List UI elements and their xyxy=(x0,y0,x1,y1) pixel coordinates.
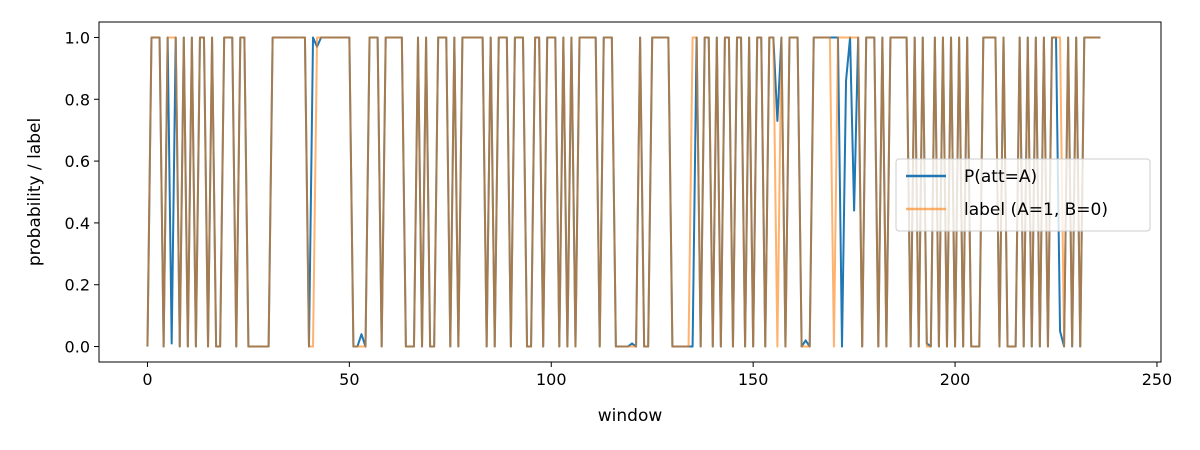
y-tick-label: 0.4 xyxy=(65,214,90,233)
x-tick-label: 200 xyxy=(940,370,971,389)
legend-box xyxy=(895,158,1151,232)
y-tick-label: 0.0 xyxy=(65,338,90,357)
legend-label-label: label (A=1, B=0) xyxy=(964,200,1108,220)
x-tick-label: 100 xyxy=(536,370,567,389)
x-axis: 0 50 100 150 200 250 xyxy=(142,362,1172,389)
plot-frame xyxy=(98,21,1162,363)
x-tick-label: 250 xyxy=(1142,370,1173,389)
y-axis: 0.0 0.2 0.4 0.6 0.8 1.0 xyxy=(65,28,99,357)
legend: P(att=A) label (A=1, B=0) xyxy=(895,158,1151,232)
y-tick-label: 0.8 xyxy=(65,90,90,109)
x-tick-label: 50 xyxy=(339,370,359,389)
y-tick-label: 0.2 xyxy=(65,276,90,295)
legend-label-probability: P(att=A) xyxy=(964,167,1037,187)
x-tick-label: 0 xyxy=(142,370,152,389)
x-tick-label: 150 xyxy=(738,370,769,389)
series-layer xyxy=(146,36,1101,348)
y-axis-label: probability / label xyxy=(25,118,45,266)
series-line-label xyxy=(146,36,1101,348)
x-axis-label: window xyxy=(598,406,663,426)
y-tick-label: 1.0 xyxy=(65,28,90,47)
y-tick-label: 0.6 xyxy=(65,152,90,171)
